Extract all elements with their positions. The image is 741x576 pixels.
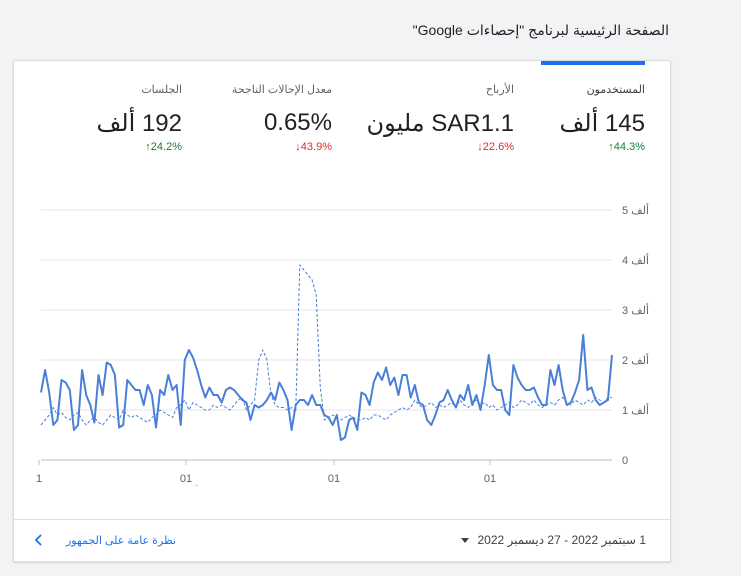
arrow-up-icon: ↑ <box>145 141 151 153</box>
comparison-series-line <box>40 264 612 426</box>
caret-down-icon <box>461 538 470 544</box>
y-tick-label: 4 ألف <box>622 253 649 267</box>
arrow-down-icon: ↓ <box>295 141 301 153</box>
y-tick-label: 2 ألف <box>622 353 649 367</box>
x-tick-day: 01 <box>484 473 496 485</box>
x-tick-month: أكتوبر <box>173 485 198 486</box>
users-series-line <box>40 334 613 441</box>
change-percent: 43.9% <box>300 141 332 153</box>
metric-users[interactable]: المستخدمون 145 ألف 44.3%↑ <box>541 61 645 175</box>
change-percent: 44.3% <box>613 141 645 153</box>
metric-revenue-value: SAR1.1 مليون <box>366 110 514 137</box>
x-tick-day: 01 <box>328 473 340 485</box>
metric-conversion-rate-change: 43.9%↓ <box>293 141 332 153</box>
overview-card: المستخدمون 145 ألف 44.3%↑ الأرباح SAR1.1… <box>13 60 671 562</box>
metric-conversion-rate-value: 0.65% <box>263 109 332 136</box>
metric-conversion-rate-label: معدل الإحالات الناجحة <box>231 84 332 96</box>
metric-sessions-value: 192 ألف <box>96 110 182 137</box>
metric-users-change: 44.3%↑ <box>606 141 645 153</box>
metric-users-label: المستخدمون <box>586 84 645 96</box>
date-range-selector[interactable]: 1 سبتمبر 2022 - 27 ديسمبر 2022 <box>461 533 646 547</box>
y-tick-label: 1 ألف <box>622 403 649 417</box>
footer-divider <box>14 519 670 520</box>
metric-revenue[interactable]: الأرباح SAR1.1 مليون 22.6%↓ <box>367 61 514 171</box>
arrow-up-icon: ↑ <box>608 141 614 153</box>
metric-sessions[interactable]: الجلسات 192 ألف 24.2%↑ <box>84 61 182 171</box>
x-tick-day: 1 <box>36 473 42 485</box>
metric-users-value: 145 ألف <box>559 110 645 137</box>
x-tick-day: 01 <box>180 473 192 485</box>
y-tick-label: 0 <box>622 455 628 467</box>
chevron-left-icon <box>34 534 42 546</box>
metric-revenue-label: الأرباح <box>485 84 514 96</box>
metric-sessions-change: 24.2%↑ <box>143 141 182 153</box>
change-percent: 24.2% <box>150 141 182 153</box>
metric-revenue-change: 22.6%↓ <box>475 141 514 153</box>
change-percent: 22.6% <box>482 141 514 153</box>
audience-overview-link[interactable]: نظرة عامة على الجمهور <box>32 533 176 547</box>
arrow-down-icon: ↓ <box>477 141 483 153</box>
date-range-text: 1 سبتمبر 2022 - 27 ديسمبر 2022 <box>477 533 646 547</box>
metric-conversion-rate[interactable]: معدل الإحالات الناجحة 0.65% 43.9%↓ <box>224 61 332 171</box>
audience-link-text: نظرة عامة على الجمهور <box>66 534 177 547</box>
page-title: الصفحة الرئيسية لبرنامج "إحصاءات Google" <box>412 22 669 38</box>
y-tick-label: 5 ألف <box>622 203 649 217</box>
metric-sessions-label: الجلسات <box>141 84 182 96</box>
y-tick-label: 3 ألف <box>622 303 649 317</box>
